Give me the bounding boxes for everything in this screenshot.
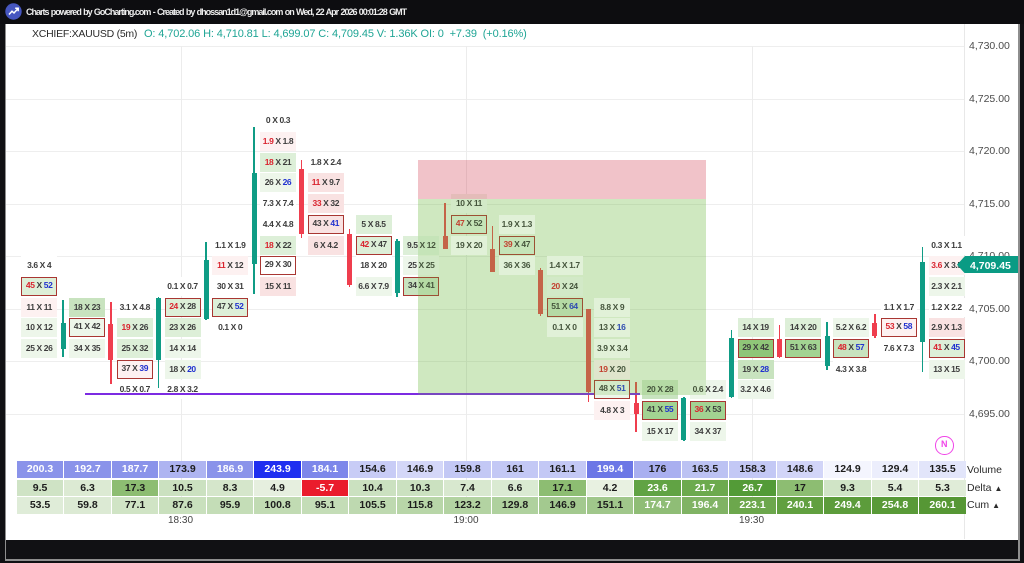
svg-text:4,709.45: 4,709.45: [970, 259, 1011, 271]
